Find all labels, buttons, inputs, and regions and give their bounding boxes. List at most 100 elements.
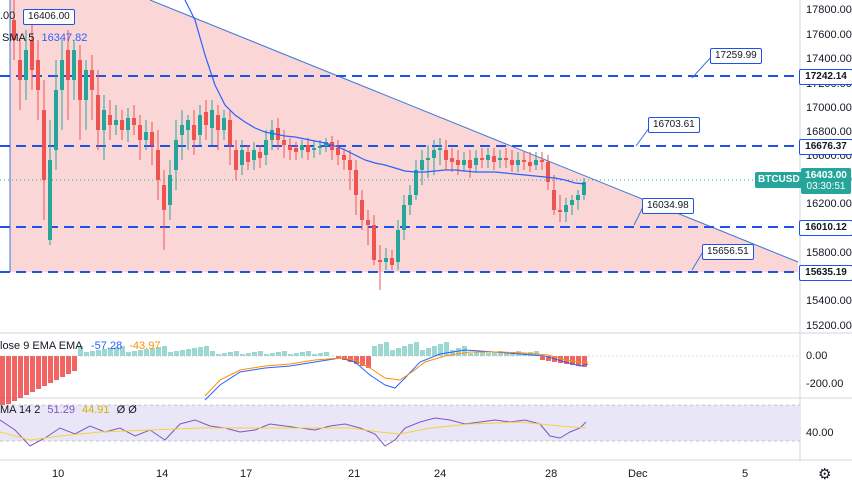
- macd-histogram-bar: [66, 356, 71, 374]
- macd-label: lose 9 EMA EMA: [0, 340, 82, 352]
- macd-histogram-bar: [324, 352, 329, 356]
- candle-body: [504, 158, 508, 160]
- sma-legend[interactable]: SMA 5 16347.82: [2, 32, 87, 44]
- macd-histogram-bar: [546, 356, 551, 361]
- candle-body: [282, 140, 286, 145]
- candle-body: [240, 150, 244, 165]
- candle-body: [522, 160, 526, 162]
- macd-histogram-bar: [204, 346, 209, 356]
- candle-body: [216, 115, 220, 130]
- macd-histogram-bar: [474, 352, 479, 356]
- macd-histogram-bar: [180, 350, 185, 356]
- candle-body: [24, 50, 28, 80]
- macd-histogram-bar: [18, 356, 23, 398]
- candle-body: [438, 148, 442, 150]
- candle-body: [162, 185, 166, 210]
- descending-triangle: [10, 0, 798, 272]
- macd-histogram-bar: [426, 348, 431, 356]
- crosshair-price-tag: 16406.00: [23, 9, 75, 25]
- candle-body: [426, 158, 430, 160]
- macd-histogram-bar: [120, 346, 125, 356]
- price-axis-label: 17000.00: [806, 102, 852, 114]
- candle-body: [78, 60, 82, 100]
- macd-histogram-bar: [162, 346, 167, 356]
- gear-icon[interactable]: ⚙: [818, 466, 832, 483]
- candle-body: [420, 160, 424, 170]
- macd-histogram-bar: [480, 351, 485, 356]
- time-axis-label: 14: [156, 468, 169, 480]
- sma-line: [184, 0, 586, 185]
- symbol-price-tag: 16403.00 03:30:51: [801, 168, 851, 194]
- macd-histogram-bar: [72, 356, 77, 371]
- candle-body: [102, 110, 106, 130]
- macd-histogram-bar: [90, 351, 95, 356]
- candle-body: [258, 152, 262, 158]
- candle-body: [174, 140, 178, 170]
- candle-body: [300, 145, 304, 150]
- candle-body: [450, 158, 454, 162]
- macd-histogram-bar: [510, 352, 515, 356]
- macd-histogram-bar: [300, 352, 305, 356]
- candle-body: [96, 95, 100, 130]
- macd-histogram-bar: [0, 356, 5, 407]
- candle-body: [570, 200, 574, 205]
- candle-body: [486, 155, 490, 160]
- candle-body: [180, 125, 184, 135]
- macd-histogram-bar: [30, 356, 35, 392]
- macd-histogram-bar: [198, 347, 203, 356]
- candle-body: [234, 150, 238, 170]
- macd-histogram-bar: [36, 356, 41, 389]
- candle-body: [294, 148, 298, 152]
- candle-body: [552, 190, 556, 210]
- candle-body: [480, 158, 484, 160]
- candle-body: [318, 146, 322, 148]
- price-axis-label: 17800.00: [806, 4, 852, 16]
- macd-histogram-bar: [186, 349, 191, 356]
- price-axis-label: 16200.00: [806, 198, 852, 210]
- macd-histogram-bar: [60, 356, 65, 377]
- candle-body: [144, 132, 148, 140]
- macd-histogram-bar: [456, 348, 461, 356]
- price-axis-label: 15800.00: [806, 247, 852, 259]
- macd-histogram-bar: [504, 353, 509, 356]
- macd-legend[interactable]: lose 9 EMA EMA -57.28 -43.97: [0, 340, 160, 352]
- sma-label: SMA 5: [2, 32, 35, 44]
- candle-body: [540, 160, 544, 162]
- candle-body: [462, 160, 466, 165]
- rsi-label: MA 14 2: [0, 404, 41, 416]
- macd-histogram-bar: [342, 356, 347, 360]
- macd-histogram-bar: [96, 350, 101, 356]
- macd-line: [204, 349, 589, 401]
- macd-histogram-bar: [234, 351, 239, 356]
- macd-histogram-bar: [270, 353, 275, 356]
- candle-body: [18, 60, 22, 80]
- rsi-legend[interactable]: MA 14 2 51.29 44.91 Ø Ø: [0, 404, 137, 416]
- candle-body: [558, 210, 562, 212]
- time-axis-label: 17: [240, 468, 253, 480]
- candle-body: [498, 158, 502, 160]
- candle-body: [66, 50, 70, 80]
- macd-value-2: -43.97: [129, 340, 161, 352]
- candle-body: [90, 70, 94, 90]
- macd-histogram-bar: [354, 356, 359, 364]
- macd-histogram-bar: [450, 350, 455, 356]
- candle-body: [288, 146, 292, 150]
- level-tag-s1: 16034.98: [642, 198, 694, 214]
- macd-histogram-bar: [390, 350, 395, 356]
- macd-histogram-bar: [156, 347, 161, 356]
- candle-body: [582, 182, 586, 195]
- macd-histogram-bar: [498, 351, 503, 356]
- candle-body: [510, 160, 514, 165]
- macd-histogram-bar: [174, 351, 179, 356]
- macd-histogram-bar: [138, 350, 143, 356]
- candle-body: [324, 142, 328, 146]
- candle-body: [204, 112, 208, 125]
- candlestick-series: [12, 0, 586, 290]
- rsi-extra: Ø Ø: [116, 404, 137, 416]
- axis-tag-16676: 16676.37: [799, 139, 852, 155]
- candle-body: [372, 225, 376, 260]
- candle-body: [402, 205, 406, 230]
- macd-histogram-bar: [438, 344, 443, 356]
- macd-histogram-bar: [108, 348, 113, 356]
